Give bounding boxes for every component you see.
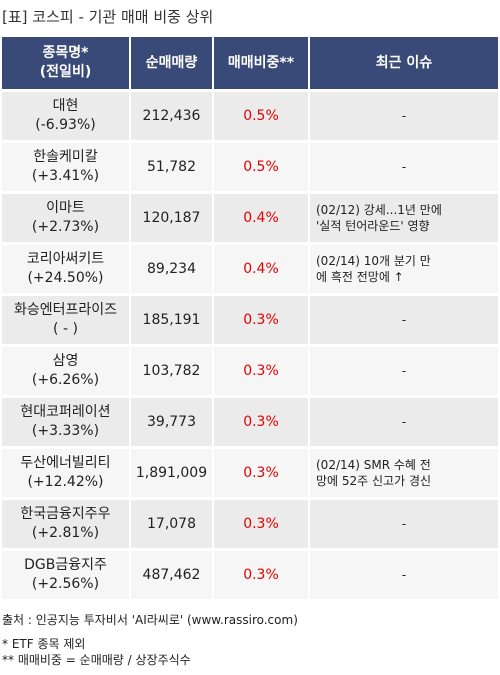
stock-change: (+6.26%) xyxy=(31,372,100,388)
trade-ratio-cell: 0.3% xyxy=(214,395,310,446)
stock-name-cell: 현대코퍼레이션 (+3.33%) xyxy=(2,395,131,446)
stock-change: (+2.56%) xyxy=(31,576,100,592)
table-row: 화승엔터프라이즈 ( - ) 185,191 0.3% - xyxy=(2,293,498,344)
table-row: DGB금융지주 (+2.56%) 487,462 0.3% - xyxy=(2,548,498,599)
issue-line1: (02/14) SMR 수혜 전 xyxy=(316,458,431,472)
issue-line1: - xyxy=(401,364,407,378)
table-row: 두산에너빌리티 (+12.42%) 1,891,009 0.3% (02/14) SMR… xyxy=(2,446,498,497)
trade-ratio-cell: 0.3% xyxy=(214,548,310,599)
trade-ratio-cell: 0.4% xyxy=(214,191,310,242)
net-volume-cell: 185,191 xyxy=(131,293,214,344)
stock-change: (+2.81%) xyxy=(31,525,100,541)
issue-line2: 망에 52주 신고가 경신 xyxy=(316,474,432,488)
stock-change: ( - ) xyxy=(53,321,78,337)
issue-line1: - xyxy=(401,415,407,429)
stock-change: (+2.73%) xyxy=(31,219,100,235)
table-row: 이마트 (+2.73%) 120,187 0.4% (02/12) 강세...1년 만에… xyxy=(2,191,498,242)
stock-name: 한국금융지주우 xyxy=(20,506,111,522)
table-row: 한솔케미칼 (+3.41%) 51,782 0.5% - xyxy=(2,140,498,191)
net-volume-cell: 89,234 xyxy=(131,242,214,293)
issue-line2: '실적 턴어라운드' 영향 xyxy=(316,219,430,233)
stock-name-cell: 한솔케미칼 (+3.41%) xyxy=(2,140,131,191)
stock-name-cell: 이마트 (+2.73%) xyxy=(2,191,131,242)
stock-name: DGB금융지주 xyxy=(24,557,107,573)
trade-ratio-cell: 0.3% xyxy=(214,293,310,344)
header-recent-issue: 최근 이슈 xyxy=(310,37,498,89)
issue-line2: 에 흑전 전망에 ↑ xyxy=(316,270,404,284)
stock-name: 삼영 xyxy=(52,353,79,369)
issue-line1: - xyxy=(401,313,407,327)
table-row: 한국금융지주우 (+2.81%) 17,078 0.3% - xyxy=(2,497,498,548)
table-row: 코리아써키트 (+24.50%) 89,234 0.4% (02/14) 10개 분기 … xyxy=(2,242,498,293)
stock-name: 화승엔터프라이즈 xyxy=(13,302,118,318)
stock-name-cell: 대현 (-6.93%) xyxy=(2,89,131,140)
stock-change: (+24.50%) xyxy=(27,270,104,286)
issue-line1: (02/14) 10개 분기 만 xyxy=(316,254,431,268)
stock-change: (+3.33%) xyxy=(31,423,100,439)
recent-issue-cell: - xyxy=(310,293,498,344)
issue-line1: - xyxy=(401,517,407,531)
net-volume-cell: 1,891,009 xyxy=(131,446,214,497)
trade-ratio-cell: 0.4% xyxy=(214,242,310,293)
recent-issue-cell: - xyxy=(310,497,498,548)
stock-name: 대현 xyxy=(52,98,79,114)
source-note: 출처 : 인공지능 투자비서 'AI라씨로' (www.rassiro.com) xyxy=(2,613,298,627)
net-volume-cell: 120,187 xyxy=(131,191,214,242)
footer: 출처 : 인공지능 투자비서 'AI라씨로' (www.rassiro.com)… xyxy=(2,612,298,668)
recent-issue-cell: (02/12) 강세...1년 만에 '실적 턴어라운드' 영향 xyxy=(310,191,498,242)
trade-ratio-cell: 0.3% xyxy=(214,344,310,395)
recent-issue-cell: - xyxy=(310,344,498,395)
stock-name-cell: DGB금융지주 (+2.56%) xyxy=(2,548,131,599)
trade-ratio-cell: 0.5% xyxy=(214,140,310,191)
stock-name-cell: 코리아써키트 (+24.50%) xyxy=(2,242,131,293)
trade-ratio-cell: 0.3% xyxy=(214,446,310,497)
net-volume-cell: 212,436 xyxy=(131,89,214,140)
recent-issue-cell: - xyxy=(310,548,498,599)
issue-line1: - xyxy=(401,160,407,174)
net-volume-cell: 39,773 xyxy=(131,395,214,446)
table-row: 대현 (-6.93%) 212,436 0.5% - xyxy=(2,89,498,140)
issue-line1: - xyxy=(401,568,407,582)
table-row: 현대코퍼레이션 (+3.33%) 39,773 0.3% - xyxy=(2,395,498,446)
header-stock-name: 종목명* (전일비) xyxy=(2,37,131,89)
table-row: 삼영 (+6.26%) 103,782 0.3% - xyxy=(2,344,498,395)
trade-ratio-cell: 0.3% xyxy=(214,497,310,548)
issue-line1: (02/12) 강세...1년 만에 xyxy=(316,203,442,217)
table-header-row: 종목명* (전일비) 순매매량 매매비중** 최근 이슈 xyxy=(2,37,498,89)
recent-issue-cell: - xyxy=(310,89,498,140)
stock-name: 이마트 xyxy=(46,200,85,216)
net-volume-cell: 17,078 xyxy=(131,497,214,548)
recent-issue-cell: - xyxy=(310,140,498,191)
stock-name: 코리아써키트 xyxy=(26,251,105,267)
stock-name: 현대코퍼레이션 xyxy=(20,404,111,420)
net-volume-cell: 103,782 xyxy=(131,344,214,395)
ranking-table: 종목명* (전일비) 순매매량 매매비중** 최근 이슈 대현 (-6.93%) 2… xyxy=(2,37,498,599)
stock-name-cell: 화승엔터프라이즈 ( - ) xyxy=(2,293,131,344)
issue-line1: - xyxy=(401,109,407,123)
footnote-etf: * ETF 종목 제외 xyxy=(2,637,86,651)
net-volume-cell: 51,782 xyxy=(131,140,214,191)
table-title: [표] 코스피 - 기관 매매 비중 상위 xyxy=(2,8,214,26)
stock-name: 한솔케미칼 xyxy=(33,149,98,165)
header-trade-ratio: 매매비중** xyxy=(214,37,310,89)
header-stock-name-line1: 종목명* xyxy=(42,45,89,61)
net-volume-cell: 487,462 xyxy=(131,548,214,599)
trade-ratio-cell: 0.5% xyxy=(214,89,310,140)
recent-issue-cell: - xyxy=(310,395,498,446)
header-net-volume: 순매매량 xyxy=(131,37,214,89)
stock-name-cell: 두산에너빌리티 (+12.42%) xyxy=(2,446,131,497)
stock-name-cell: 삼영 (+6.26%) xyxy=(2,344,131,395)
footnote-ratio: ** 매매비중 = 순매매량 / 상장주식수 xyxy=(2,653,191,667)
stock-change: (-6.93%) xyxy=(35,117,96,133)
header-stock-name-line2: (전일비) xyxy=(39,64,92,80)
stock-change: (+3.41%) xyxy=(31,168,100,184)
stock-change: (+12.42%) xyxy=(27,474,104,490)
stock-name: 두산에너빌리티 xyxy=(20,455,111,471)
stock-name-cell: 한국금융지주우 (+2.81%) xyxy=(2,497,131,548)
